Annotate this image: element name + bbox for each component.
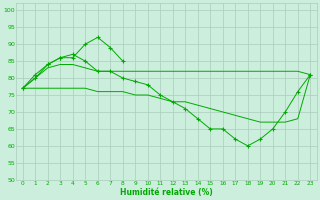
- X-axis label: Humidité relative (%): Humidité relative (%): [120, 188, 213, 197]
